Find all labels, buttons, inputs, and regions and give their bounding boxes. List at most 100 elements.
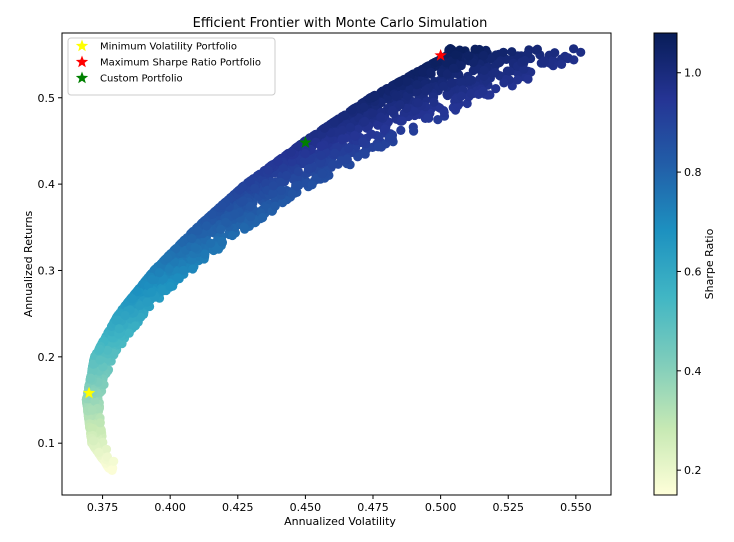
scatter-point xyxy=(263,165,274,175)
scatter-point xyxy=(412,86,422,96)
colorbar-tick-label: 0.8 xyxy=(684,166,702,179)
scatter-point xyxy=(227,230,237,241)
x-tick-label: 0.400 xyxy=(154,501,186,514)
scatter-point xyxy=(286,147,296,157)
scatter-point xyxy=(172,273,183,283)
scatter-point xyxy=(353,152,363,162)
y-tick-label: 0.4 xyxy=(38,178,56,191)
scatter-point xyxy=(464,51,474,61)
scatter-point xyxy=(293,166,303,177)
scatter-point xyxy=(230,209,240,219)
scatter-point xyxy=(245,177,255,187)
scatter-point xyxy=(532,44,543,54)
scatter-point xyxy=(147,274,157,285)
scatter-point xyxy=(402,77,412,87)
scatter-point xyxy=(368,92,378,102)
scatter-point xyxy=(154,268,164,278)
scatter-point xyxy=(513,75,523,85)
scatter-point xyxy=(120,310,130,321)
scatter-point xyxy=(164,264,174,274)
scatter-point xyxy=(327,160,337,170)
scatter-point xyxy=(507,47,517,57)
colorbar-tick-label: 0.6 xyxy=(684,265,702,278)
scatter-point xyxy=(87,405,97,415)
highlight-markers xyxy=(82,48,447,399)
y-axis-ticks: 0.1 0.2 0.3 0.4 0.5 xyxy=(38,92,62,450)
scatter-point xyxy=(171,244,181,254)
colorbar-label: Sharpe Ratio xyxy=(703,228,716,299)
scatter-point xyxy=(390,90,401,101)
x-axis-ticks: 0.375 0.400 0.425 0.450 0.475 0.500 0.525 0.550 xyxy=(87,495,592,514)
scatter-point xyxy=(135,300,145,310)
scatter-point xyxy=(457,77,467,87)
scatter-point xyxy=(88,359,98,369)
scatter-point xyxy=(366,129,377,139)
chart-title: Efficient Frontier with Monte Carlo Simu… xyxy=(193,16,488,31)
scatter-point xyxy=(393,77,404,87)
plot-frame xyxy=(61,32,612,496)
scatter-point xyxy=(523,74,533,84)
scatter-point xyxy=(293,141,303,151)
colorbar: 0.2 0.4 0.6 0.8 1.0 Sharpe Ratio xyxy=(653,32,716,496)
scatter-point xyxy=(380,124,390,134)
scatter-point xyxy=(188,264,198,274)
scatter-point xyxy=(317,168,327,179)
scatter-point xyxy=(519,64,529,74)
scatter-point xyxy=(165,281,175,292)
scatter-point xyxy=(499,78,509,88)
scatter-point xyxy=(142,297,152,307)
scatter-point xyxy=(132,286,142,297)
scatter-point xyxy=(576,47,586,57)
scatter-point xyxy=(316,150,326,161)
scatter-point xyxy=(420,85,430,96)
scatter-point xyxy=(557,59,567,69)
scatter-point xyxy=(439,107,449,117)
scatter-point xyxy=(373,120,383,130)
scatter-point xyxy=(187,233,197,243)
legend-entry-label: Minimum Volatility Portfolio xyxy=(100,42,237,53)
scatter-point xyxy=(448,63,459,73)
scatter-point xyxy=(101,444,112,454)
x-tick-label: 0.450 xyxy=(290,501,322,514)
scatter-point xyxy=(95,355,105,365)
scatter-point xyxy=(278,198,288,208)
legend: Minimum Volatility Portfolio Maximum Shar… xyxy=(67,37,276,96)
scatter-point xyxy=(520,55,530,66)
scatter-point xyxy=(136,312,146,322)
scatter-point xyxy=(273,156,283,166)
scatter-point xyxy=(494,58,504,68)
scatter-point xyxy=(479,50,489,61)
scatter-point xyxy=(315,158,325,168)
scatter-point xyxy=(127,294,137,304)
scatter-point xyxy=(90,396,100,406)
scatter-point xyxy=(387,133,397,143)
scatter-point xyxy=(569,44,579,54)
scatter-point xyxy=(319,123,330,133)
scatter-point xyxy=(358,137,368,147)
scatter-point xyxy=(258,213,268,223)
scatter-point xyxy=(456,91,466,101)
scatter-point xyxy=(163,253,173,263)
scatter-point xyxy=(412,80,422,90)
x-tick-label: 0.550 xyxy=(560,501,592,514)
y-tick-label: 0.1 xyxy=(38,437,56,450)
scatter-point xyxy=(465,75,475,85)
scatter-point xyxy=(300,148,310,159)
scatter-point xyxy=(178,265,188,275)
scatter-point xyxy=(446,78,456,88)
scatter-point xyxy=(439,81,449,91)
legend-entry-label: Maximum Sharpe Ratio Portfolio xyxy=(100,58,261,69)
colorbar-fill xyxy=(654,33,677,495)
scatter-point xyxy=(330,148,340,158)
scatter-point xyxy=(387,105,398,116)
scatter-point xyxy=(470,44,480,54)
scatter-point xyxy=(396,116,407,126)
scatter-points xyxy=(81,44,586,475)
scatter-point xyxy=(316,141,326,151)
scatter-point xyxy=(429,97,439,107)
scatter-point xyxy=(413,98,423,108)
scatter-point xyxy=(337,125,347,135)
scatter-point xyxy=(359,102,369,112)
scatter-point xyxy=(146,287,157,297)
